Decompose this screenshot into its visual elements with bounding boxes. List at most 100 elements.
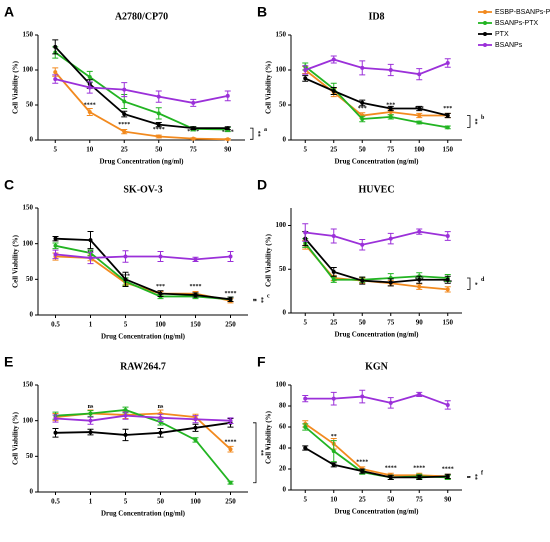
y-tick-label: 50 xyxy=(26,452,34,460)
point xyxy=(360,65,365,70)
x-tick-label: 25 xyxy=(121,146,129,154)
significance-label: **** xyxy=(225,440,237,446)
point xyxy=(193,257,198,262)
x-tick-label: 1 xyxy=(89,498,93,506)
significance-label: ns xyxy=(88,404,94,410)
point xyxy=(122,87,127,92)
panel-letter: B xyxy=(257,4,267,20)
significance-label: **** xyxy=(84,102,96,108)
y-tick-label: 0 xyxy=(30,311,34,319)
point xyxy=(228,480,233,485)
chart-title: KGN xyxy=(365,361,389,372)
point xyxy=(53,430,58,435)
y-tick-label: 100 xyxy=(276,381,287,389)
bracket-stars: ** xyxy=(472,474,478,480)
series-line xyxy=(304,447,448,479)
x-tick-label: 150 xyxy=(190,321,201,329)
point xyxy=(228,254,233,259)
point xyxy=(87,110,92,114)
point xyxy=(388,114,393,119)
point xyxy=(417,392,422,397)
point xyxy=(53,70,58,75)
x-tick-label: 50 xyxy=(155,146,163,154)
x-tick-label: 75 xyxy=(190,146,198,154)
point xyxy=(388,280,393,285)
series-line xyxy=(304,238,448,284)
point xyxy=(123,277,128,282)
x-tick-label: 75 xyxy=(387,146,395,154)
point xyxy=(331,396,336,401)
point xyxy=(303,230,308,235)
point xyxy=(225,137,230,142)
point xyxy=(417,284,422,289)
point xyxy=(88,430,93,435)
y-tick-label: 100 xyxy=(276,66,287,74)
point xyxy=(88,418,93,423)
point xyxy=(191,126,196,131)
y-tick-label: 150 xyxy=(23,31,34,39)
point xyxy=(123,254,128,259)
y-axis-label: Cell Viability (%) xyxy=(265,233,273,287)
chart-title: HUVEC xyxy=(358,184,394,195)
significance-label: **** xyxy=(356,459,368,465)
y-tick-label: 50 xyxy=(26,275,34,283)
y-tick-label: 0 xyxy=(30,488,34,496)
x-tick-label: 75 xyxy=(387,319,395,327)
y-tick-label: 150 xyxy=(23,204,34,212)
y-tick-label: 60 xyxy=(279,423,287,431)
bracket-stars: ** xyxy=(472,118,478,124)
series-line xyxy=(305,393,449,406)
y-axis-label: Cell Viability (%) xyxy=(12,234,20,288)
point xyxy=(156,134,161,139)
x-tick-label: 50 xyxy=(387,496,395,504)
legend-marker xyxy=(483,10,487,14)
bracket-stars: ** xyxy=(255,131,261,137)
bracket-label: f xyxy=(481,470,484,476)
point xyxy=(53,252,58,257)
x-tick-label: 5 xyxy=(304,319,308,327)
x-tick-label: 25 xyxy=(330,319,338,327)
significance-label: *** xyxy=(156,284,165,290)
point xyxy=(303,446,308,450)
y-tick-label: 40 xyxy=(279,444,287,452)
chart-title: ID8 xyxy=(368,11,384,22)
x-axis-label: Drug Concentration (ng/ml) xyxy=(101,510,186,518)
series-line xyxy=(55,244,231,301)
significance-label: *** xyxy=(443,106,452,112)
y-tick-label: 150 xyxy=(23,381,34,389)
legend-label: PTX xyxy=(495,31,509,38)
x-tick-label: 1 xyxy=(89,321,93,329)
legend-label: BSANPs-PTX xyxy=(495,20,539,27)
significance-label: **** xyxy=(118,122,130,128)
point xyxy=(228,447,233,452)
x-tick-label: 90 xyxy=(416,319,424,327)
point xyxy=(360,100,365,105)
point xyxy=(388,106,393,111)
series-line xyxy=(55,421,231,436)
x-tick-label: 100 xyxy=(190,498,201,506)
point xyxy=(445,402,450,407)
point xyxy=(417,106,422,111)
x-tick-label: 250 xyxy=(225,321,236,329)
point xyxy=(158,254,163,259)
significance-label: **** xyxy=(190,284,202,290)
bracket-label: b xyxy=(481,115,485,121)
bracket-stars: * xyxy=(472,282,478,285)
point xyxy=(158,291,163,296)
y-tick-label: 150 xyxy=(276,31,287,39)
y-tick-label: 50 xyxy=(279,101,287,109)
x-axis-label: Drug Concentration (ng/ml) xyxy=(335,331,420,339)
x-tick-label: 150 xyxy=(443,146,454,154)
series-line xyxy=(304,58,449,76)
y-axis-label: Cell Viability (%) xyxy=(265,410,273,464)
point xyxy=(193,437,198,442)
y-tick-label: 0 xyxy=(283,309,287,317)
x-axis-label: Drug Concentration (ng/ml) xyxy=(100,158,185,166)
point xyxy=(303,396,308,401)
point xyxy=(360,469,365,474)
significance-label: **** xyxy=(225,291,237,297)
point xyxy=(53,44,58,49)
point xyxy=(331,449,336,454)
x-tick-label: 75 xyxy=(416,496,424,504)
point xyxy=(193,293,198,298)
